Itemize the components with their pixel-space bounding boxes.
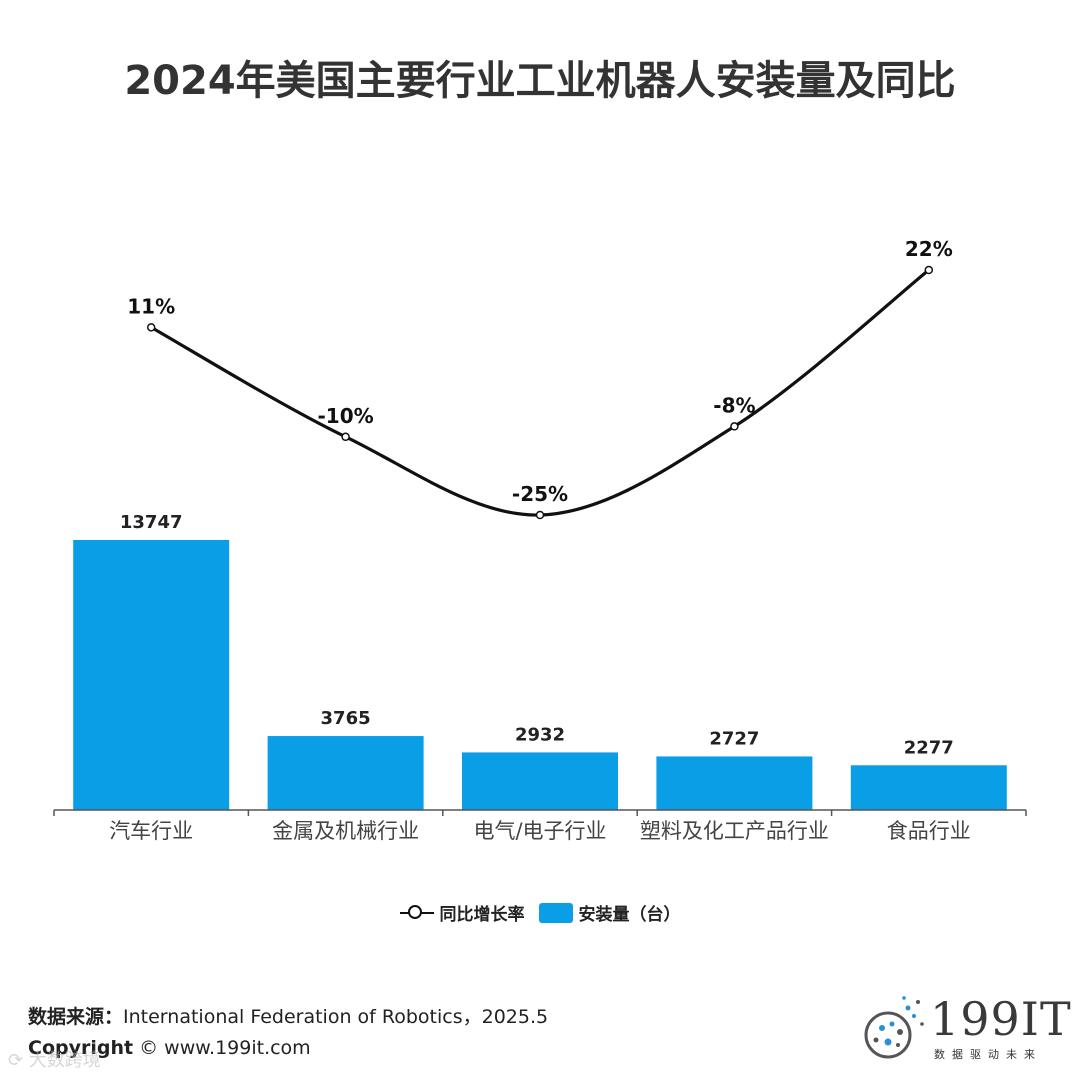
copyright: Copyright © www.199it.com — [28, 1037, 311, 1059]
legend-bar-swatch-icon — [538, 902, 573, 923]
growth-point — [730, 422, 739, 431]
copyright-label: Copyright — [28, 1037, 134, 1059]
growth-value-label: 22% — [905, 237, 953, 261]
growth-point — [535, 510, 545, 520]
bar-4 — [850, 765, 1007, 810]
logo-dots-icon — [864, 996, 924, 1059]
bar-value-label: 13747 — [120, 512, 183, 533]
data-source: 数据来源：International Federation of Robotic… — [28, 1002, 548, 1029]
bar-value-label: 3765 — [321, 708, 371, 729]
growth-value-label: -10% — [318, 404, 374, 428]
growth-value-label: 11% — [127, 294, 175, 318]
bar-1 — [267, 736, 424, 810]
bar-3 — [656, 756, 813, 810]
legend-item-installs: 安装量（台） — [538, 900, 681, 925]
source-label: 数据来源： — [28, 1006, 124, 1028]
growth-point — [146, 323, 156, 332]
bar-value-label: 2727 — [709, 728, 759, 749]
legend-line-marker-icon — [399, 903, 434, 923]
bar-0 — [73, 540, 230, 810]
growth-value-label: -25% — [512, 482, 568, 506]
category-label: 电气/电子行业 — [473, 819, 606, 843]
growth-line — [150, 268, 930, 517]
category-label: 汽车行业 — [109, 819, 193, 843]
chart-title: 2024年美国主要行业工业机器人安装量及同比 — [124, 58, 956, 104]
category-label: 食品行业 — [887, 819, 971, 843]
growth-point — [924, 265, 934, 275]
logo-text: 199IT — [930, 992, 1072, 1046]
bar-value-label: 2932 — [515, 724, 565, 745]
legend-item-growth: 同比增长率 — [399, 900, 525, 925]
brand-logo: 199IT 数据驱动未来 — [848, 990, 1071, 1065]
source-text: International Federation of Robotics，202… — [123, 1006, 549, 1028]
legend-label-growth: 同比增长率 — [439, 905, 525, 925]
bar-value-label: 2277 — [904, 737, 954, 758]
logo-subtitle: 数据驱动未来 — [934, 1048, 1042, 1061]
category-label: 金属及机械行业 — [272, 819, 419, 843]
bar-2 — [462, 752, 618, 810]
category-label: 塑料及化工产品行业 — [640, 819, 829, 843]
copyright-text: © www.199it.com — [139, 1037, 311, 1059]
legend-label-installs: 安装量（台） — [578, 905, 681, 925]
chart-legend: 同比增长率 安装量（台） — [0, 900, 1080, 925]
growth-value-label: -8% — [713, 393, 755, 417]
watermark: ⟳ 大数跨境 — [8, 1050, 101, 1071]
growth-point — [341, 432, 350, 442]
